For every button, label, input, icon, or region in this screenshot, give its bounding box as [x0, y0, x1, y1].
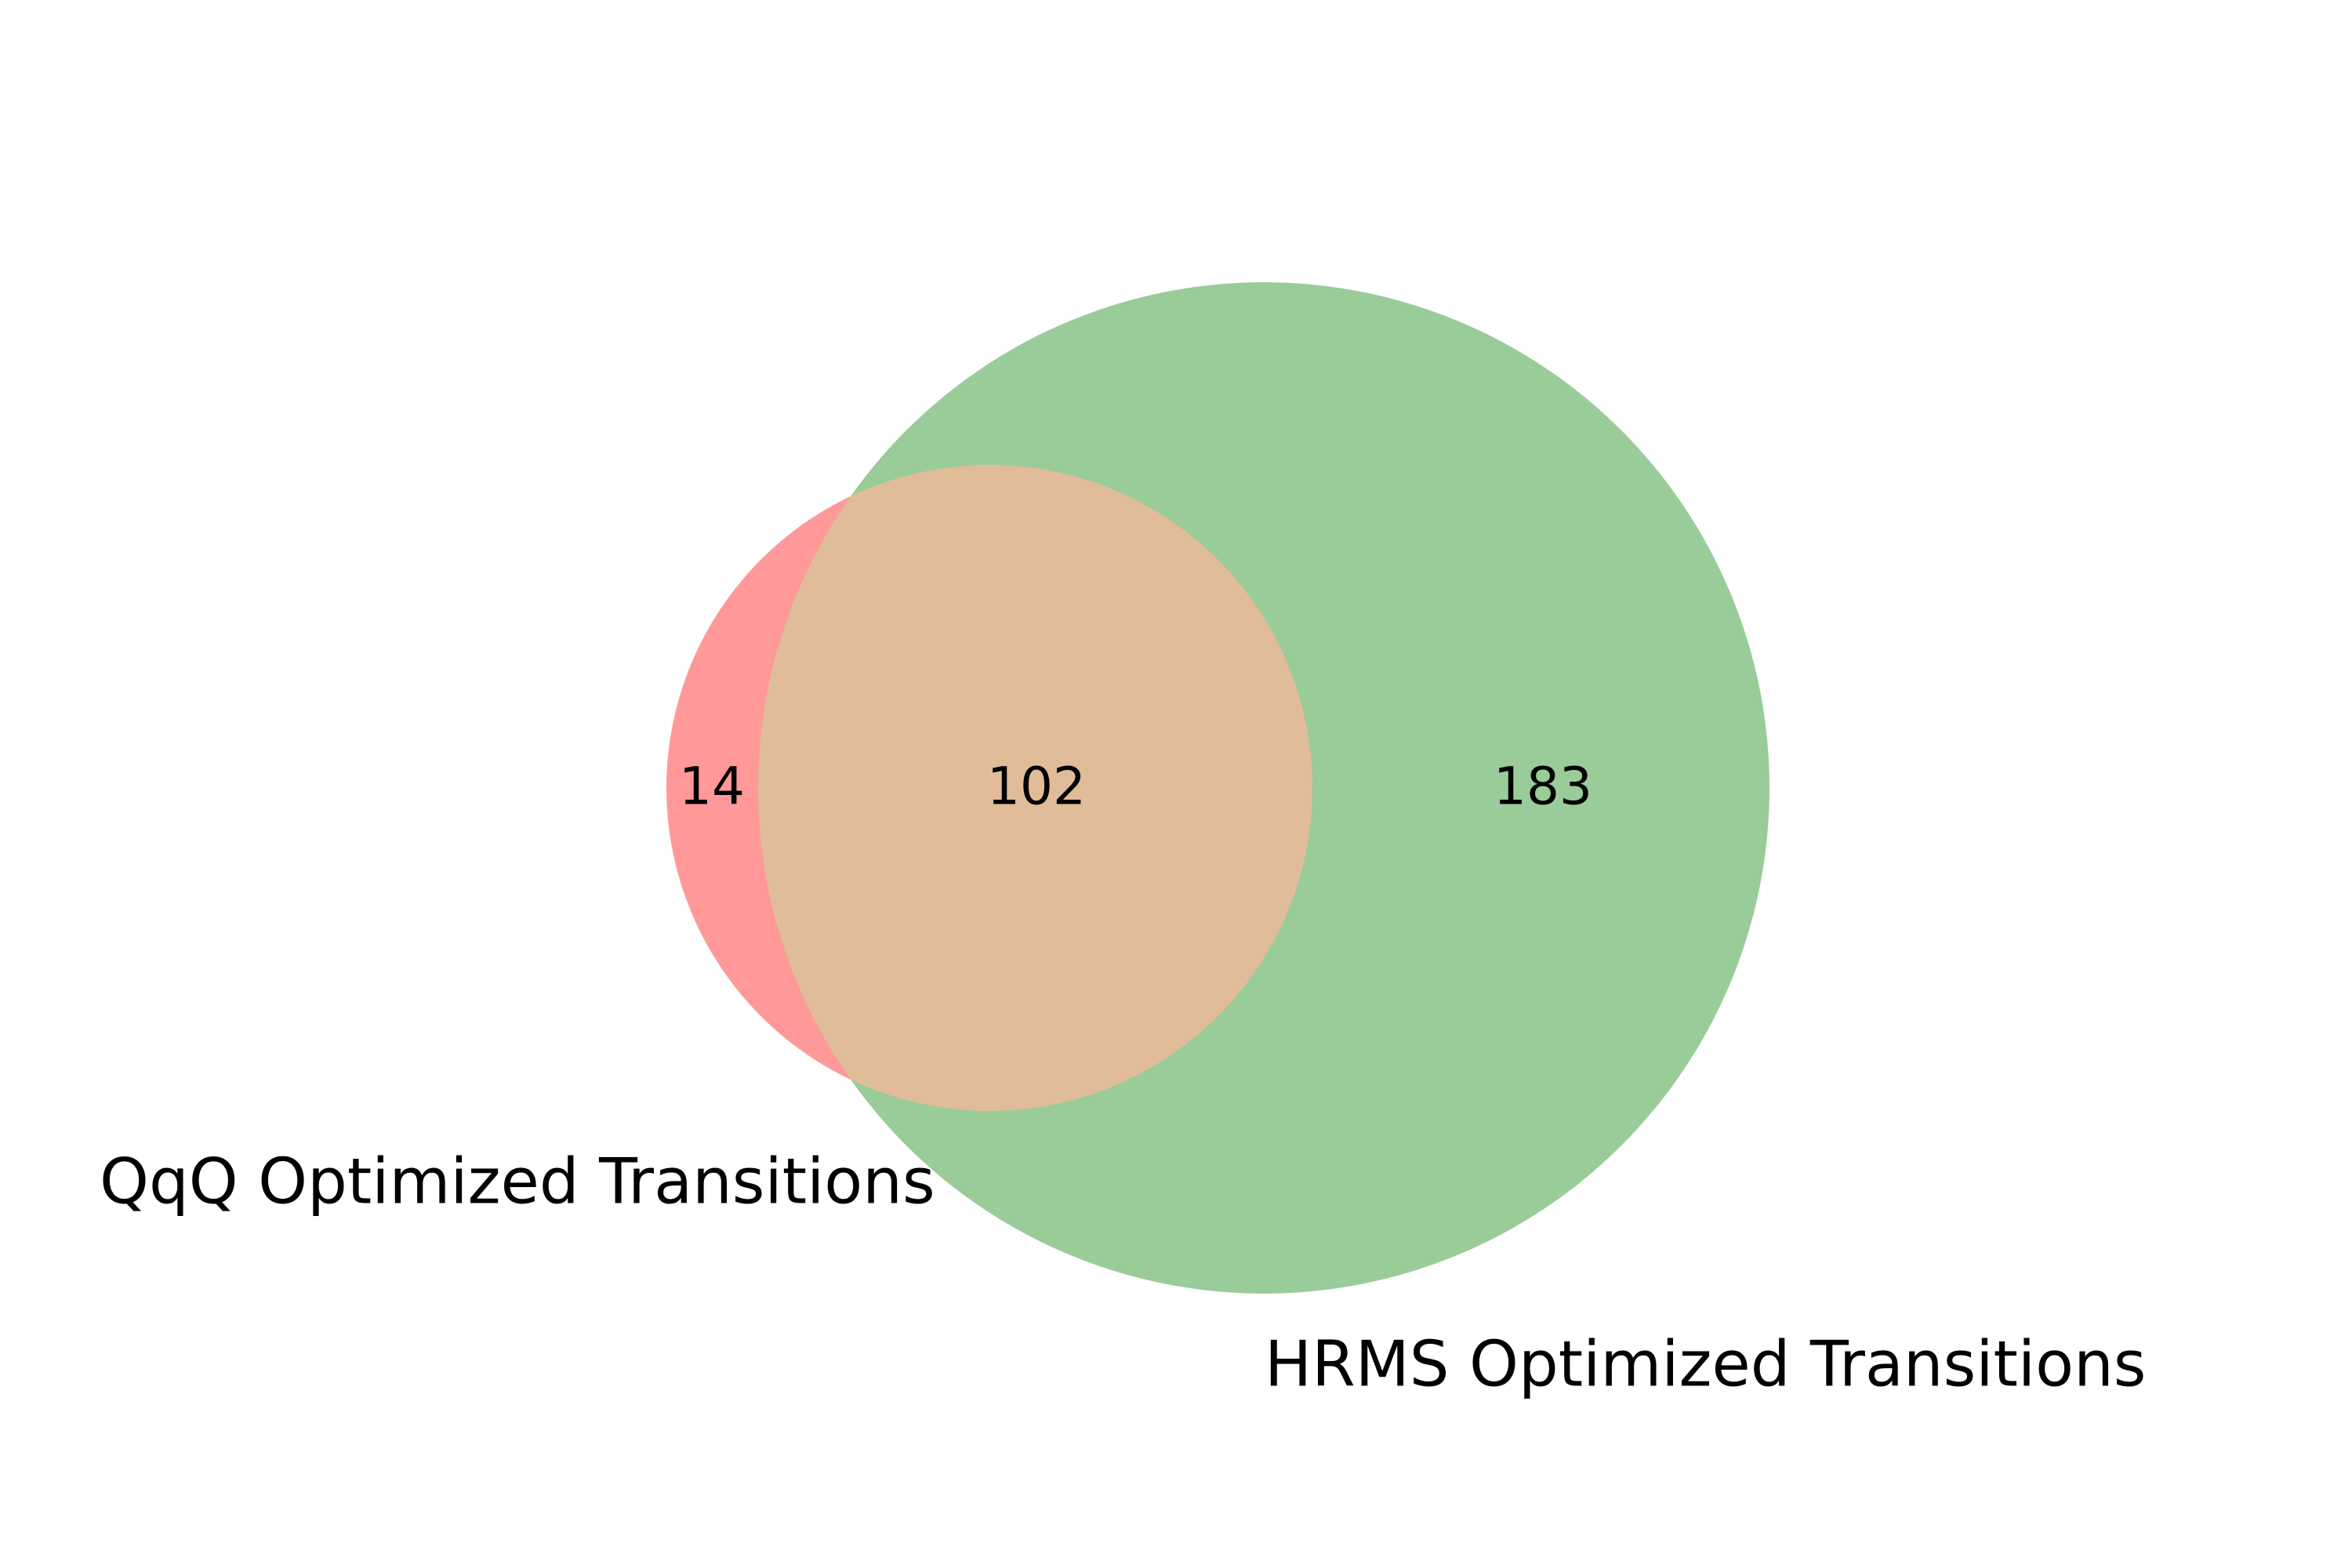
qqq-set-label: QqQ Optimized Transitions — [100, 1145, 935, 1218]
intersection-count: 102 — [987, 757, 1086, 817]
hrms-set-label: HRMS Optimized Transitions — [1265, 1328, 2146, 1401]
intersection-region — [758, 465, 1312, 1111]
hrms-only-count: 183 — [1494, 757, 1592, 817]
qqq-only-count: 14 — [679, 757, 745, 817]
